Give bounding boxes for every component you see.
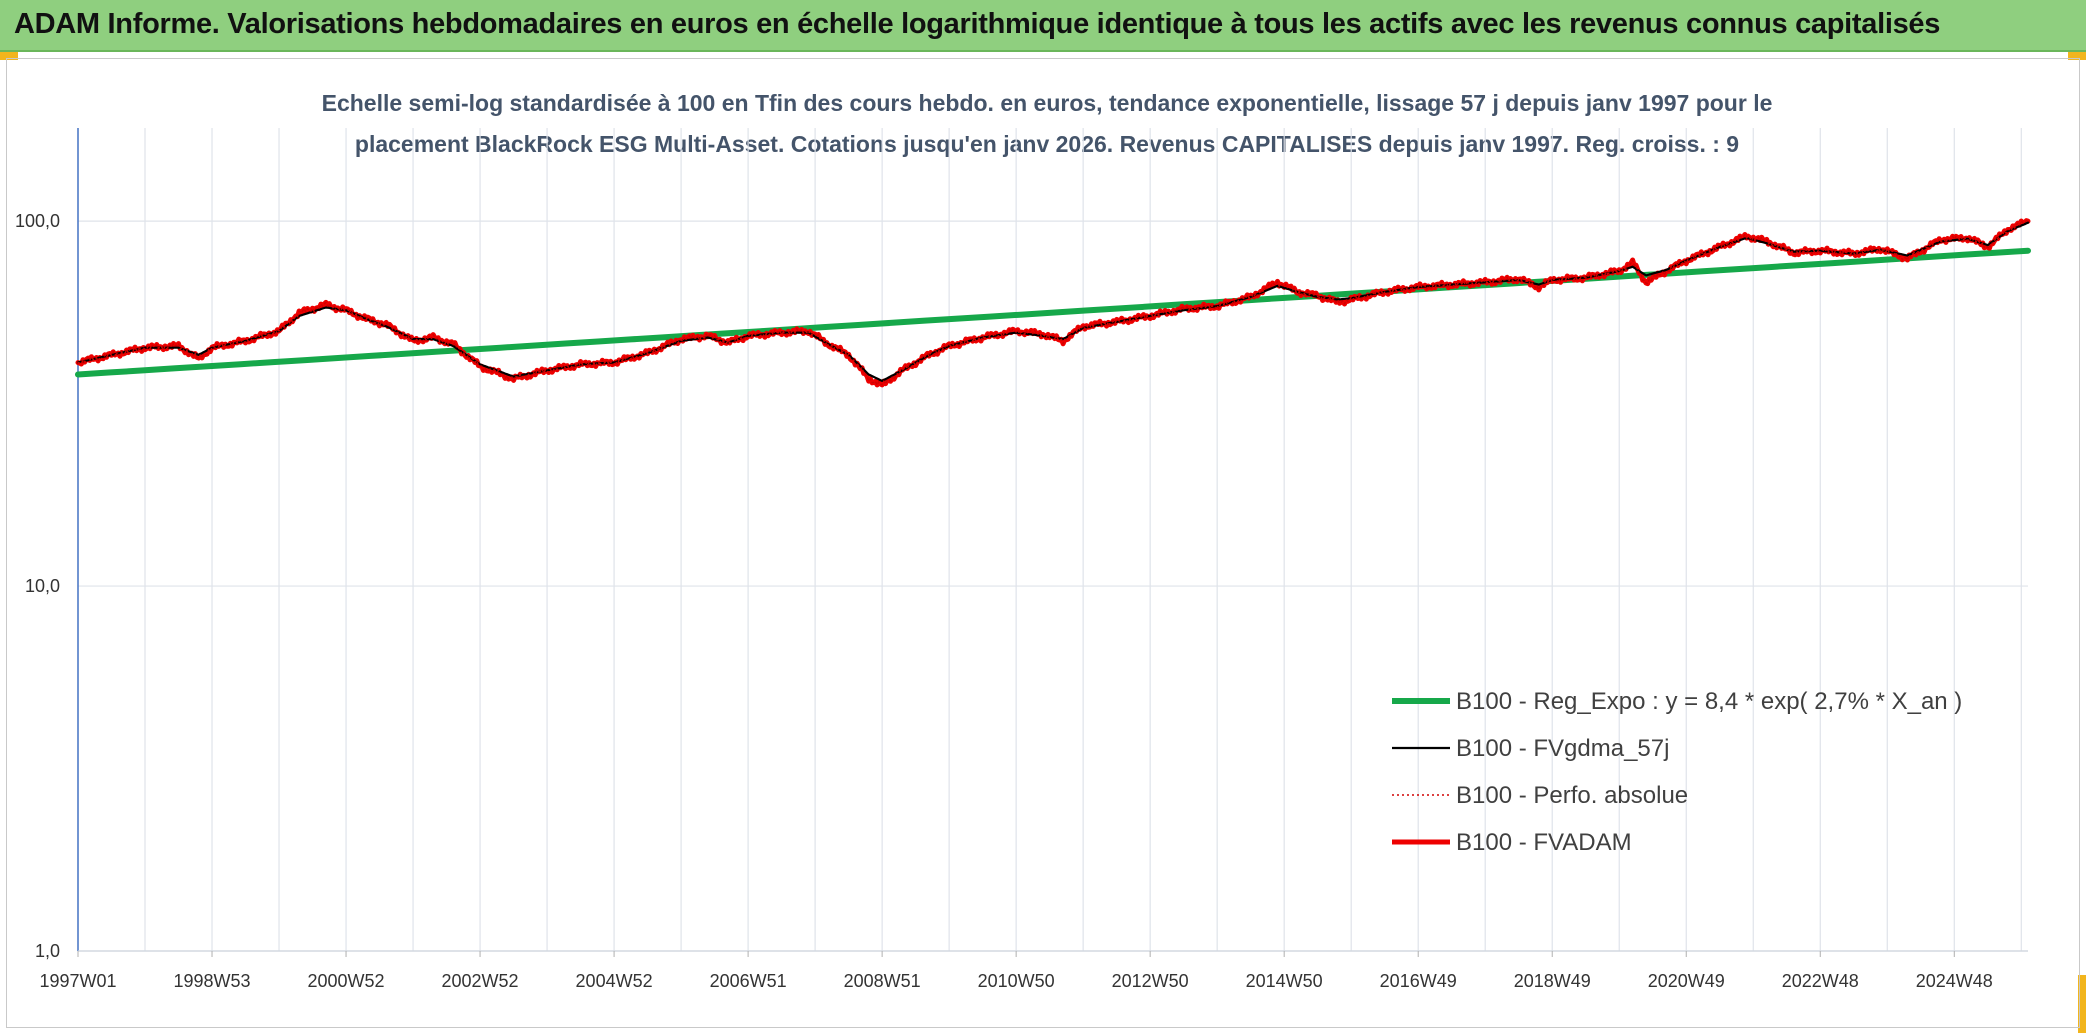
chart-frame — [6, 58, 2080, 1028]
x-tick-label: 2000W52 — [308, 971, 385, 991]
x-tick-label: 2024W48 — [1916, 971, 1993, 991]
x-tick-label: 2016W49 — [1380, 971, 1457, 991]
series-perfo-absolue — [77, 219, 2029, 386]
legend-label-fvgdma: B100 - FVgdma_57j — [1456, 735, 1669, 762]
legend-label-perfo: B100 - Perfo. absolue — [1456, 782, 1688, 809]
legend-label-fvadam: B100 - FVADAM — [1456, 829, 1632, 856]
corner-accent-bottom-right — [2078, 975, 2086, 1033]
header-bar: ADAM Informe. Valorisations hebdomadaire… — [0, 0, 2086, 52]
x-tick-label: 2020W49 — [1648, 971, 1725, 991]
x-tick-label: 2006W51 — [710, 971, 787, 991]
legend-label-reg: B100 - Reg_Expo : y = 8,4 * exp( 2,7% * … — [1456, 688, 1962, 715]
chart-axes: 1,0 10,0 100,0 1997W01 1998W53 2000W52 2002W52… — [15, 128, 2028, 991]
x-tick-label: 2022W48 — [1782, 971, 1859, 991]
chart-title-line-1: Echelle semi-log standardisée à 100 en T… — [322, 90, 1773, 116]
x-tick-label: 2018W49 — [1514, 971, 1591, 991]
x-tick-label: 1997W01 — [39, 971, 116, 991]
x-tick-label: 2002W52 — [442, 971, 519, 991]
x-tick-label: 1998W53 — [173, 971, 250, 991]
series-fvadam — [75, 218, 2031, 388]
series-reg-expo — [75, 247, 2031, 378]
chart-title-line-2: placement BlackRock ESG Multi-Asset. Cot… — [355, 131, 1739, 157]
page-title: ADAM Informe. Valorisations hebdomadaire… — [14, 8, 1941, 40]
x-tick-label: 2014W50 — [1246, 971, 1323, 991]
y-tick-label: 10,0 — [25, 576, 60, 596]
chart-series — [75, 218, 2031, 388]
x-tick-label: 2004W52 — [576, 971, 653, 991]
chart-grid — [78, 128, 2028, 952]
x-tick-label: 2012W50 — [1112, 971, 1189, 991]
x-tick-label: 2008W51 — [844, 971, 921, 991]
chart-legend: B100 - Reg_Expo : y = 8,4 * exp( 2,7% * … — [1392, 688, 1962, 856]
x-tick-label: 2010W50 — [978, 971, 1055, 991]
y-tick-label: 1,0 — [35, 941, 60, 961]
y-tick-label: 100,0 — [15, 211, 60, 231]
corner-accent-top-left — [0, 52, 18, 60]
corner-accent-top-right — [2068, 52, 2086, 60]
